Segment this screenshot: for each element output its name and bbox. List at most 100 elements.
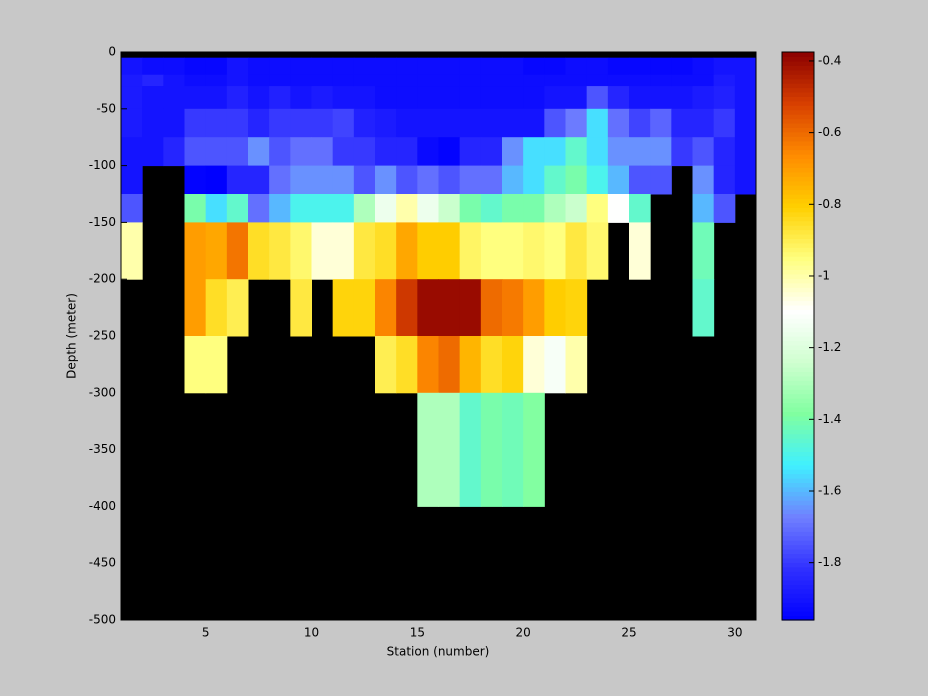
colorbar-swatch [782,118,814,124]
heat-cell [184,108,207,138]
heat-cell [396,108,418,138]
heat-cell [523,279,545,337]
heat-cell [184,57,207,76]
y-tick-label: -200 [89,272,116,286]
heat-cell [692,137,715,167]
y-tick-label: -450 [89,556,116,570]
heat-cell [290,137,312,167]
heat-cell [650,108,672,138]
heat-cell [480,279,503,337]
heat-cell [417,194,439,223]
colorbar-swatch [782,544,814,550]
heat-cell [502,392,524,507]
heat-cell [163,108,185,138]
heat-cell [121,137,143,167]
colorbar-swatch [782,69,814,75]
colorbar-swatch [782,260,814,266]
heat-cell [226,137,249,167]
colorbar-swatch [782,123,814,129]
colorbar-swatch [782,189,814,195]
heat-cell [629,137,651,167]
y-tick-label: -350 [89,442,116,456]
colorbar-swatch [782,131,814,137]
colorbar-swatch [782,398,814,404]
heat-cell [226,86,249,110]
heat-cell [205,86,228,110]
heat-cell [544,57,566,76]
colorbar-swatch [782,411,814,417]
heat-cell [459,74,482,87]
colorbar-swatch [782,597,814,603]
colorbar-swatch [782,380,814,386]
colorbar-swatch [782,251,814,257]
colorbar-swatch [782,588,814,594]
heat-cell [523,194,545,223]
heat-cell [607,108,630,138]
heat-cell [438,194,461,223]
heat-cell [480,194,503,223]
heat-cell [544,222,566,280]
heat-cell [565,279,588,337]
heat-cell [184,279,207,337]
colorbar-frame [781,51,815,621]
heat-cell [311,194,334,223]
heat-cell [375,222,397,280]
colorbar-swatch [782,451,814,457]
heat-cell [650,57,672,76]
colorbar-swatch [782,171,814,177]
heat-cell [417,222,439,280]
heat-cell [523,57,545,76]
heat-cell [713,165,736,195]
colorbar-swatch [782,446,814,452]
colorbar-swatch [782,407,814,413]
colorbar-swatch [782,149,814,155]
colorbar-swatch [782,344,814,350]
colorbar-swatch [782,442,814,448]
heat-cell [205,336,228,394]
colorbar-swatch [782,562,814,568]
heat-cell [438,57,461,76]
colorbar-swatch [782,535,814,541]
x-tick-label: 5 [202,626,210,640]
heat-cell [692,222,715,280]
heat-cell [523,137,545,167]
heat-cell [629,222,651,280]
colorbar-swatch [782,358,814,364]
heat-cell [184,336,207,394]
heat-cell [248,194,270,223]
colorbar-swatch [782,52,814,58]
colorbar-swatch [782,580,814,586]
heat-cell [163,86,185,110]
colorbar-swatch [782,162,814,168]
heat-cell [692,86,715,110]
heat-cell [417,279,439,337]
heat-cell [438,86,461,110]
heat-cell [438,222,461,280]
colorbar-swatch [782,96,814,102]
colorbar-swatch [782,202,814,208]
colorbar-swatch [782,273,814,279]
heat-cell [269,194,291,223]
heat-cell [142,74,164,87]
heat-cell [269,57,291,76]
heat-cell [417,57,439,76]
colorbar-swatch [782,233,814,239]
colorbar-swatch [782,74,814,80]
heat-cell [565,86,588,110]
colorbar-swatch [782,265,814,271]
heat-cell [311,86,334,110]
colorbar-tick-label: -1.4 [818,412,841,426]
heat-cell [502,74,524,87]
heat-cell [565,137,588,167]
heat-cell [692,108,715,138]
y-tick-label: 0 [108,45,116,59]
colorbar-swatch [782,509,814,515]
heat-cell [480,165,503,195]
heat-cell [332,108,355,138]
colorbar-swatch [782,140,814,146]
heat-cell [438,108,461,138]
heat-cell [480,108,503,138]
heat-cell [438,392,461,507]
colorbar-tick-label: -1 [818,268,830,282]
heat-cell [396,74,418,87]
